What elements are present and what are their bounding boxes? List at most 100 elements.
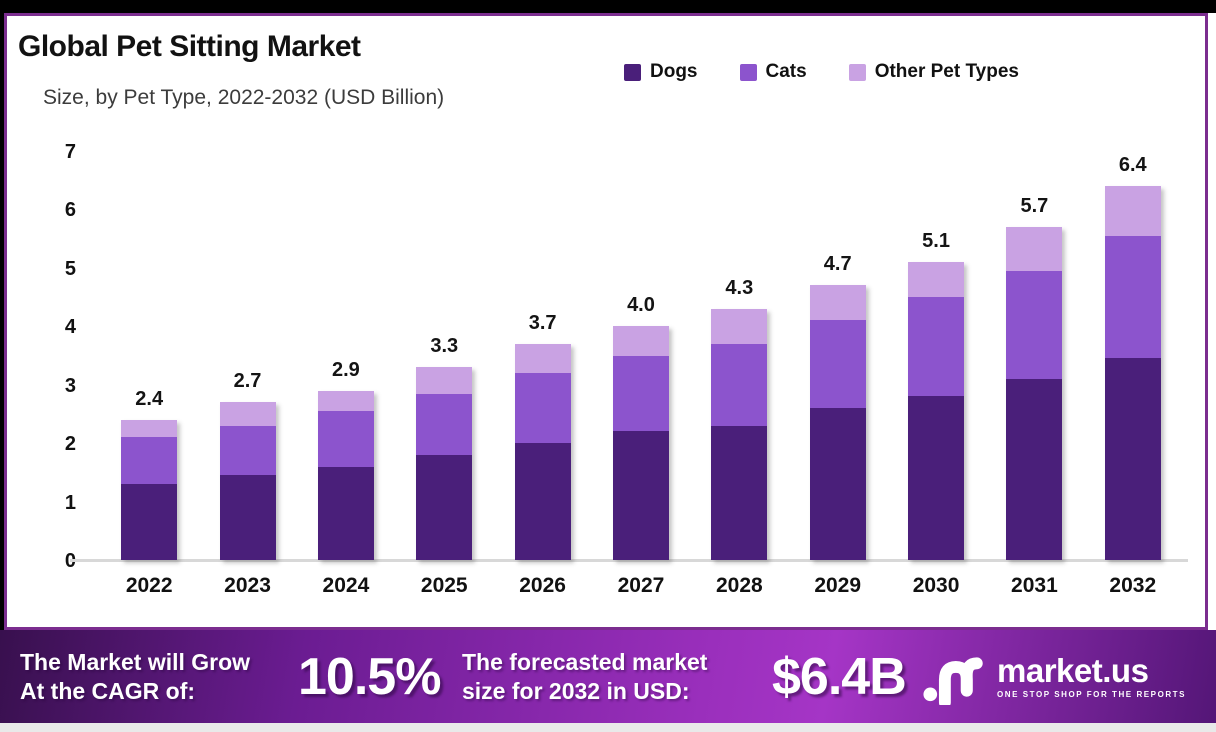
page-title: Global Pet Sitting Market	[18, 30, 361, 63]
bar-segment-2031-other-pet-types	[1006, 226, 1063, 271]
stacked-bar-2025	[416, 367, 473, 560]
bar-segment-2026-other-pet-types	[514, 343, 571, 374]
bar-segment-2024-other-pet-types	[317, 390, 374, 412]
bar-segment-2028-other-pet-types	[711, 308, 768, 344]
x-label-2024: 2024	[322, 574, 370, 597]
stacked-bar-2032	[1104, 186, 1161, 560]
bottom-light-strip	[0, 723, 1216, 732]
bar-segment-2028-cats	[711, 343, 768, 426]
forecast-value: $6.4B	[772, 647, 907, 706]
legend-swatch-icon	[848, 63, 866, 81]
stacked-bar-2029	[809, 285, 866, 560]
bar-segment-2022-cats	[121, 437, 178, 485]
page-subtitle: Size, by Pet Type, 2022-2032 (USD Billio…	[43, 86, 445, 109]
left-black-strip	[0, 13, 4, 630]
bar-total-label-2030: 5.1	[922, 230, 950, 253]
x-label-2031: 2031	[1011, 574, 1058, 597]
bar-segment-2032-other-pet-types	[1104, 186, 1161, 236]
bar-segment-2029-cats	[809, 320, 866, 409]
y-tick-1: 1	[64, 491, 76, 514]
x-label-2027: 2027	[617, 574, 665, 597]
x-label-2023: 2023	[224, 574, 271, 597]
bar-total-label-2031: 5.7	[1020, 194, 1049, 217]
bar-segment-2023-other-pet-types	[219, 402, 276, 426]
bar-slot-2030: 5.1	[887, 130, 985, 560]
x-label-2032: 2032	[1109, 574, 1157, 597]
legend-item-dogs: Dogs	[624, 61, 698, 83]
bar-slot-2029: 4.7	[789, 130, 887, 560]
legend-label: Dogs	[650, 61, 698, 82]
bar-segment-2029-other-pet-types	[809, 285, 866, 321]
top-black-strip	[0, 0, 1216, 13]
bar-segment-2026-cats	[514, 373, 571, 444]
cagr-label: The Market will Grow At the CAGR of:	[20, 648, 298, 704]
bar-slot-2026: 3.7	[493, 130, 591, 560]
legend-label: Other Pet Types	[874, 61, 1019, 82]
cagr-label-line1: The Market will Grow	[20, 649, 251, 676]
bottom-banner: The Market will Grow At the CAGR of: 10.…	[0, 630, 1216, 723]
bar-segment-2025-dogs	[416, 454, 473, 560]
bar-segment-2025-other-pet-types	[416, 367, 473, 394]
bar-slot-2028: 4.3	[690, 130, 788, 560]
bar-segment-2031-cats	[1006, 270, 1063, 379]
cagr-label-line2: At the CAGR of:	[20, 677, 196, 704]
bar-segment-2028-dogs	[711, 425, 768, 560]
stacked-bar-2031	[1006, 226, 1063, 560]
bar-segment-2031-dogs	[1006, 378, 1063, 560]
bar-segment-2027-cats	[612, 355, 669, 432]
y-tick-2: 2	[64, 433, 76, 456]
bar-segment-2027-dogs	[612, 431, 669, 560]
stacked-bar-2027	[612, 326, 669, 560]
bar-total-label-2024: 2.9	[331, 358, 360, 381]
stacked-bar-2024	[317, 390, 374, 560]
bar-segment-2023-dogs	[219, 475, 276, 560]
legend-swatch-icon	[624, 63, 641, 81]
bar-chart: 2.4 2.7 2.9 3.3 3.7 4.0 4.3 4.7 5.1 5.7 6.4	[100, 130, 1182, 560]
marketus-logo: market.us ONE STOP SHOP FOR THE REPORTS	[923, 649, 1186, 705]
bar-slot-2024: 2.9	[297, 130, 395, 560]
forecast-label-line2: size for 2032 in USD:	[462, 677, 690, 704]
bar-total-label-2025: 3.3	[430, 335, 459, 358]
bar-slot-2032: 6.4	[1084, 130, 1182, 560]
bar-segment-2024-cats	[317, 411, 374, 467]
chart-legend: Dogs Cats Other Pet Types	[624, 61, 1019, 83]
x-axis-line	[70, 559, 1188, 562]
legend-label: Cats	[765, 61, 807, 82]
bar-total-label-2032: 6.4	[1118, 154, 1147, 177]
marketus-logo-icon	[923, 656, 983, 705]
bar-segment-2030-other-pet-types	[908, 262, 965, 298]
bar-segment-2025-cats	[416, 393, 473, 455]
cagr-value: 10.5%	[298, 647, 441, 706]
bar-segment-2032-dogs	[1104, 358, 1161, 560]
legend-item-other-pet-types: Other Pet Types	[848, 61, 1019, 83]
y-tick-5: 5	[64, 257, 76, 280]
legend-item-cats: Cats	[739, 61, 807, 83]
bar-segment-2024-dogs	[317, 466, 374, 560]
stacked-bar-2030	[908, 262, 965, 560]
bar-total-label-2022: 2.4	[135, 387, 164, 410]
x-axis-labels: 2022 2023 2024 2025 2026 2027 2028 2029 2030 2031…	[100, 574, 1182, 598]
bar-segment-2022-other-pet-types	[121, 419, 178, 438]
x-label-2022: 2022	[125, 574, 173, 597]
marketus-logo-text-block: market.us ONE STOP SHOP FOR THE REPORTS	[997, 654, 1186, 699]
stacked-bar-2023	[219, 402, 276, 560]
y-tick-3: 3	[64, 374, 76, 397]
bar-segment-2023-cats	[219, 425, 276, 476]
bar-slot-2023: 2.7	[198, 130, 296, 560]
bar-slot-2025: 3.3	[395, 130, 493, 560]
bar-total-label-2029: 4.7	[823, 253, 852, 276]
bar-total-label-2026: 3.7	[528, 311, 557, 334]
bar-segment-2027-other-pet-types	[612, 326, 669, 356]
bar-segment-2032-cats	[1104, 235, 1161, 359]
bar-segment-2029-dogs	[809, 408, 866, 560]
bar-segment-2022-dogs	[121, 484, 178, 560]
bar-slot-2031: 5.7	[985, 130, 1083, 560]
bar-total-label-2023: 2.7	[233, 370, 262, 393]
x-label-2030: 2030	[912, 574, 960, 597]
bar-segment-2030-dogs	[908, 396, 965, 560]
bar-segment-2030-cats	[908, 297, 965, 397]
x-label-2029: 2029	[814, 574, 862, 597]
stacked-bar-2022	[121, 419, 178, 560]
bar-total-label-2028: 4.3	[725, 276, 754, 299]
